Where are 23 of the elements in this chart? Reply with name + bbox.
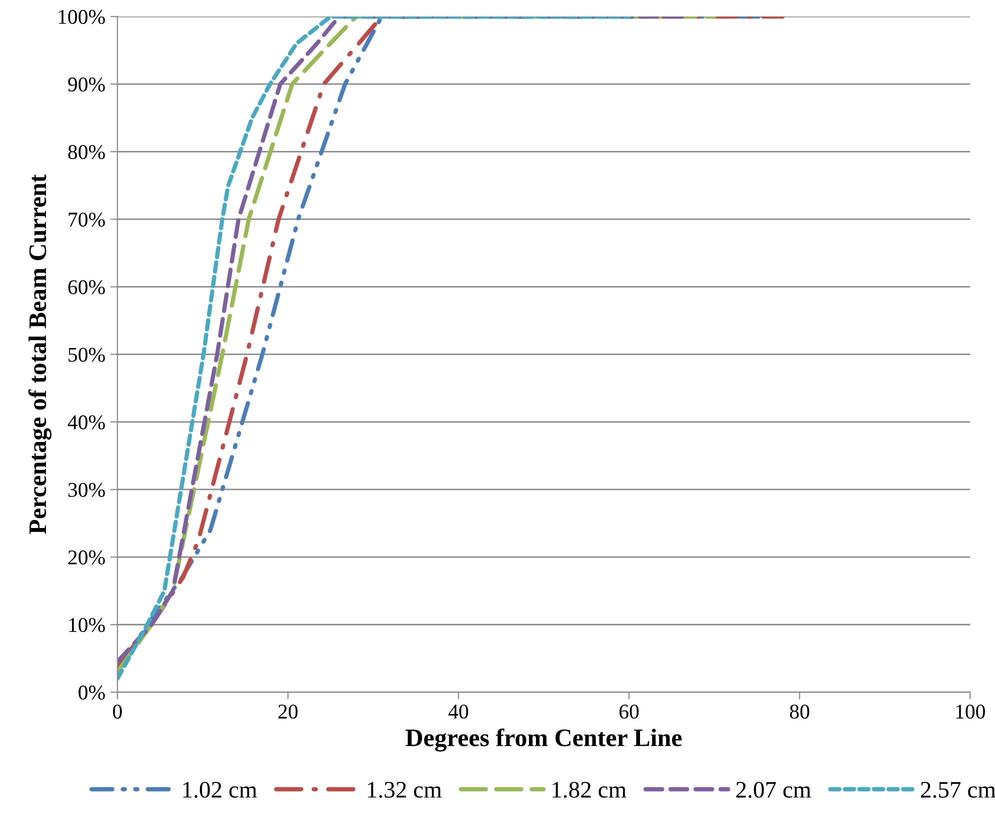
y-tick-label: 80% [68,145,105,160]
x-tick-label: 100 [956,704,985,719]
y-tick-label: 10% [69,618,105,632]
x-tick-label: 20 [278,704,298,719]
y-tick-label: 100% [58,10,105,24]
legend-label: 1.32 cm [368,782,442,798]
x-tick-label: 80 [790,704,810,719]
legend-label: 2.07 cm [736,782,811,798]
y-tick-label: 90% [68,77,105,92]
y-tick-label: 40% [68,415,105,430]
y-axis-title: Percentage of total Beam Current [28,174,52,534]
x-axis-title: Degrees from Center Line [406,728,682,752]
y-tick-label: 20% [68,550,105,565]
x-tick-label: 60 [620,704,639,719]
y-tick-label: 60% [68,280,105,294]
x-tick-label: 40 [448,704,468,719]
x-tick-label: 0 [112,704,122,719]
legend-label: 1.02 cm [183,782,257,798]
y-tick-label: 70% [68,212,105,227]
y-tick-label: 30% [68,482,105,497]
y-tick-label: 0% [78,686,105,700]
legend-label: 1.82 cm [552,782,626,798]
y-tick-label: 50% [68,348,105,362]
